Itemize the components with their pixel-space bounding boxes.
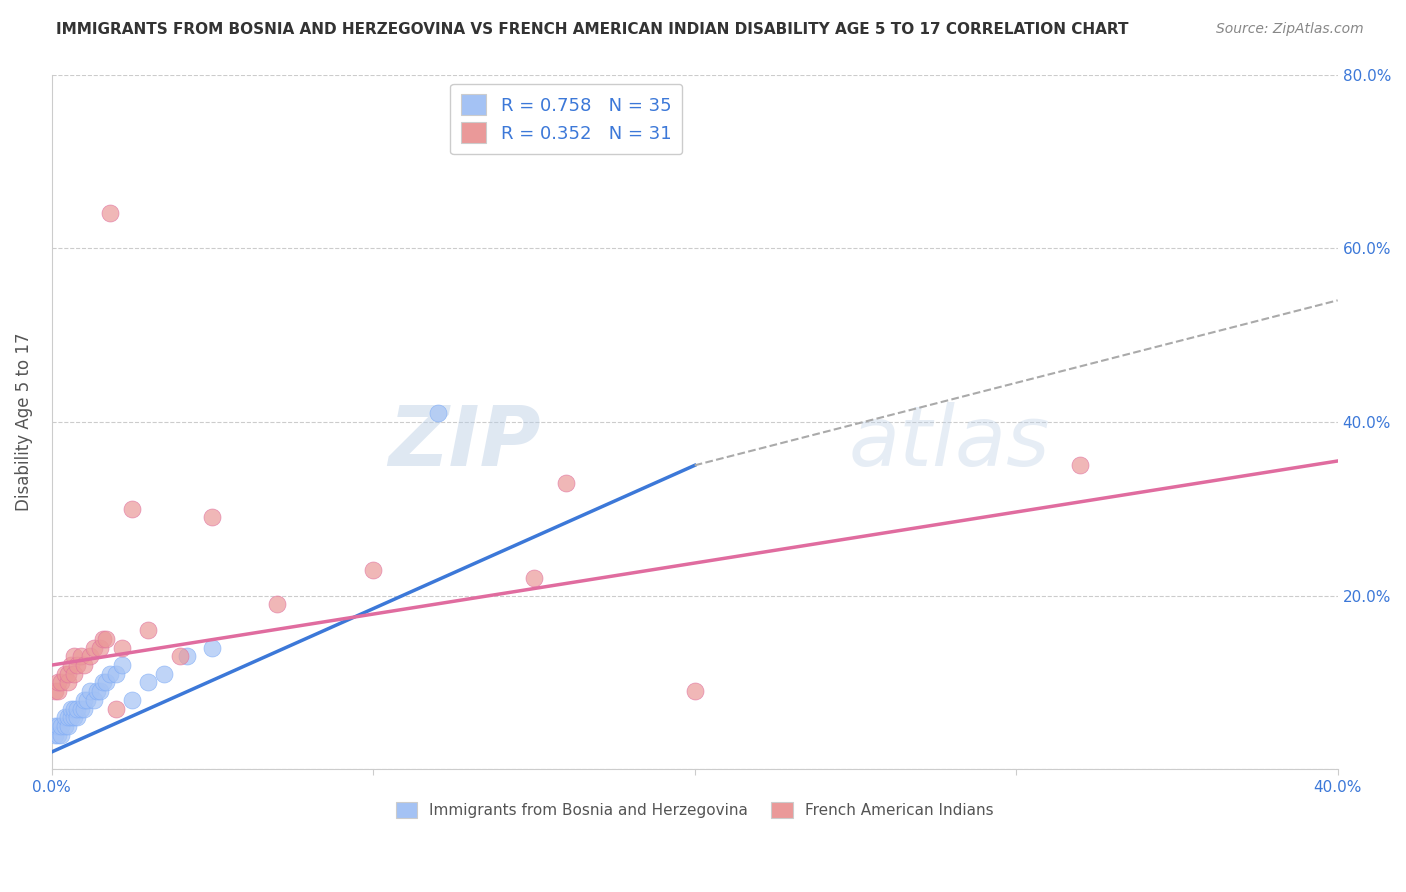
Point <box>53 719 76 733</box>
Point <box>361 563 384 577</box>
Point <box>91 675 114 690</box>
Point <box>83 693 105 707</box>
Point <box>44 719 66 733</box>
Point <box>69 649 91 664</box>
Point <box>523 571 546 585</box>
Point <box>111 640 134 655</box>
Text: ZIP: ZIP <box>388 402 540 483</box>
Point <box>79 684 101 698</box>
Point <box>46 728 69 742</box>
Point <box>96 675 118 690</box>
Text: atlas: atlas <box>849 402 1050 483</box>
Point <box>76 693 98 707</box>
Point <box>63 710 86 724</box>
Point <box>98 666 121 681</box>
Point <box>96 632 118 646</box>
Point <box>66 710 89 724</box>
Point <box>56 710 79 724</box>
Point <box>105 701 128 715</box>
Point <box>111 658 134 673</box>
Point <box>51 719 73 733</box>
Point <box>555 475 578 490</box>
Point <box>56 675 79 690</box>
Point <box>73 701 96 715</box>
Point <box>63 701 86 715</box>
Point <box>60 701 83 715</box>
Point <box>53 710 76 724</box>
Point <box>136 624 159 638</box>
Point <box>60 658 83 673</box>
Text: IMMIGRANTS FROM BOSNIA AND HERZEGOVINA VS FRENCH AMERICAN INDIAN DISABILITY AGE : IMMIGRANTS FROM BOSNIA AND HERZEGOVINA V… <box>56 22 1129 37</box>
Point <box>201 510 224 524</box>
Point <box>63 649 86 664</box>
Point <box>46 675 69 690</box>
Point <box>121 693 143 707</box>
Point <box>169 649 191 664</box>
Point <box>69 701 91 715</box>
Point <box>136 675 159 690</box>
Point <box>1069 458 1091 473</box>
Y-axis label: Disability Age 5 to 17: Disability Age 5 to 17 <box>15 333 32 511</box>
Point <box>89 640 111 655</box>
Point <box>83 640 105 655</box>
Text: Source: ZipAtlas.com: Source: ZipAtlas.com <box>1216 22 1364 37</box>
Point <box>63 666 86 681</box>
Point <box>44 728 66 742</box>
Point <box>426 406 449 420</box>
Point <box>89 684 111 698</box>
Point <box>60 710 83 724</box>
Point <box>73 658 96 673</box>
Point <box>66 658 89 673</box>
Point <box>121 501 143 516</box>
Point <box>46 719 69 733</box>
Point <box>44 684 66 698</box>
Point <box>56 719 79 733</box>
Point <box>201 640 224 655</box>
Point <box>91 632 114 646</box>
Point <box>86 684 108 698</box>
Point <box>53 666 76 681</box>
Point <box>79 649 101 664</box>
Point <box>51 675 73 690</box>
Point <box>73 693 96 707</box>
Point <box>98 206 121 220</box>
Point <box>153 666 176 681</box>
Point <box>51 728 73 742</box>
Point <box>683 684 706 698</box>
Point <box>105 666 128 681</box>
Legend: Immigrants from Bosnia and Herzegovina, French American Indians: Immigrants from Bosnia and Herzegovina, … <box>389 796 1000 824</box>
Point <box>56 666 79 681</box>
Point <box>66 701 89 715</box>
Point <box>46 684 69 698</box>
Point <box>266 597 288 611</box>
Point <box>176 649 198 664</box>
